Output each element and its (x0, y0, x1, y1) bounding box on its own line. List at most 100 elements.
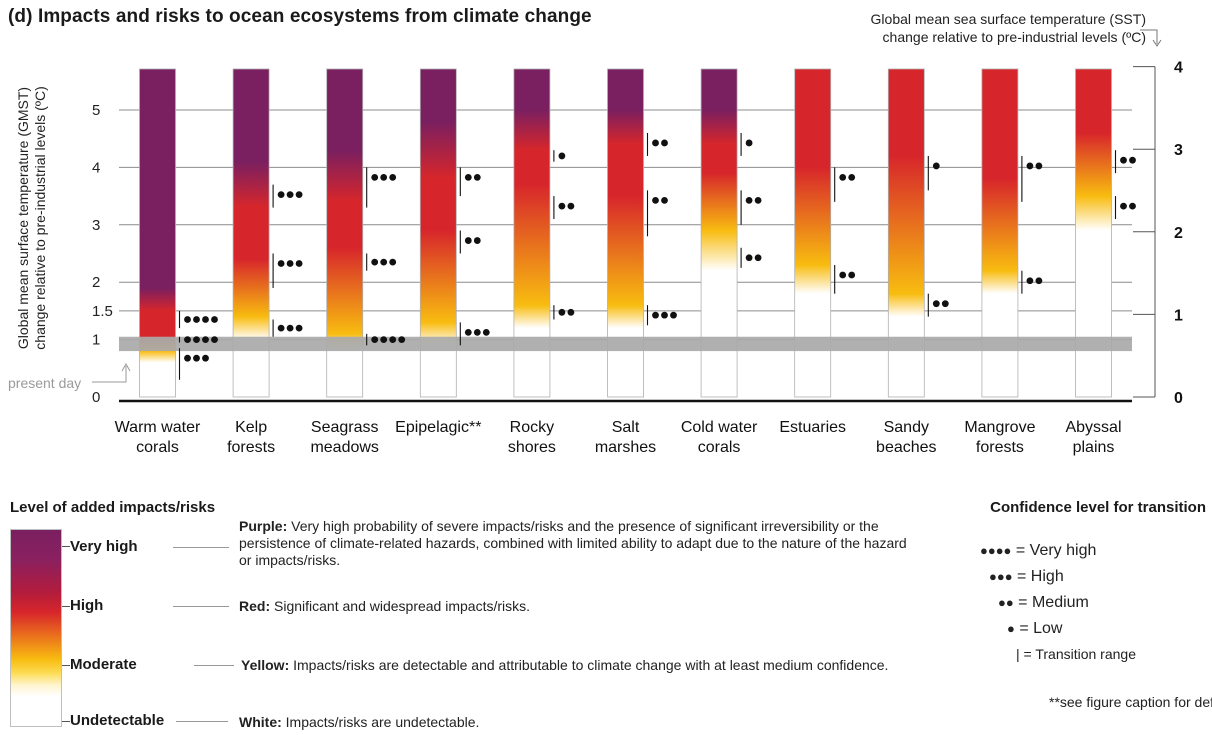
chart-title: (d) Impacts and risks to ocean ecosystem… (8, 6, 592, 27)
confidence-dot (473, 174, 481, 181)
confidence-dot (295, 191, 303, 199)
confidence-dot (184, 316, 191, 323)
legend-desc-text-very-high: Very high probability of severe impacts/… (239, 518, 907, 568)
legend-connector-undetectable (176, 721, 228, 722)
confidence-dots-high: ●●● (989, 569, 1013, 584)
confidence-dots-medium: ●● (998, 595, 1014, 610)
right-axis-title-line2: change relative to pre-industrial levels… (882, 29, 1146, 45)
present-day-label: present day (8, 375, 81, 391)
category-label: Epipelagic** (395, 419, 481, 436)
right-tick-label: 0 (1174, 390, 1183, 407)
category-label: Salt marshes (595, 419, 656, 456)
confidence-transition-range: | = Transition range (1016, 646, 1136, 662)
category-label: Abyssal plains (1065, 419, 1121, 456)
confidence-dot (1026, 162, 1034, 170)
confidence-dot (848, 174, 856, 181)
confidence-medium: ●● = Medium (998, 594, 1089, 612)
legend-desc-text-undetectable: Impacts/risks are undetectable. (281, 714, 480, 730)
confidence-dot (371, 336, 379, 343)
confidence-dot (473, 237, 481, 244)
legend-level-very-high: Very high (70, 538, 138, 555)
confidence-dot (745, 139, 753, 147)
confidence-dot (277, 260, 285, 267)
confidence-dot (1129, 156, 1136, 164)
category-label-line1: Sandy (884, 419, 929, 436)
confidence-dot (286, 324, 294, 332)
confidence-dot (184, 354, 191, 362)
confidence-dot (295, 324, 303, 332)
confidence-label-very-high: = Very high (1015, 542, 1097, 559)
confidence-dot (558, 152, 566, 160)
left-axis-title-line2: change relative to pre-industrial levels… (32, 86, 48, 349)
legend-level-high: High (70, 597, 104, 614)
confidence-dot (848, 271, 856, 279)
confidence-dot (558, 308, 566, 316)
ember-chart: 0 1 1.5 2 3 4 5 0 1 2 3 4 Global mean surface temper… (8, 29, 1183, 456)
footnote: **see figure caption for definition (1049, 694, 1212, 710)
confidence-label-high: = High (1017, 568, 1064, 585)
legend-tick-high (62, 606, 70, 607)
confidence-dot (482, 328, 490, 336)
right-axis-arrowhead-icon (1152, 39, 1162, 47)
category-label-line1: Seagrass (311, 419, 379, 436)
confidence-dot (202, 316, 209, 323)
category-label-line1: Cold water (681, 419, 758, 436)
confidence-dot (941, 300, 949, 308)
confidence-dot (567, 308, 575, 316)
confidence-dot (211, 316, 218, 323)
category-label-line2: beaches (876, 439, 937, 456)
label-layer: Warm water corals Kelp forests Seagrass meado… (115, 419, 1122, 456)
category-label-line1: Abyssal (1065, 419, 1121, 436)
left-tick-label: 0 (92, 389, 100, 406)
right-axis-title-line1: Global mean sea surface temperature (SST… (870, 11, 1146, 27)
confidence-dot (389, 174, 397, 181)
category-label-line2: forests (227, 439, 275, 456)
confidence-dots-very-high: ●●●● (980, 543, 1012, 558)
confidence-dot (932, 162, 940, 170)
confidence-dot (193, 336, 200, 343)
legend-desc-label-red: Red: (239, 598, 271, 614)
confidence-dot (202, 354, 209, 362)
confidence-dot (670, 311, 677, 319)
confidence-dot (1120, 202, 1127, 210)
transition-layer (178, 132, 1136, 380)
confidence-dot (567, 202, 575, 210)
confidence-dot (652, 139, 659, 147)
confidence-dot (1129, 202, 1136, 210)
confidence-dot (754, 254, 762, 262)
confidence-dot (661, 196, 668, 204)
confidence-dot (1026, 277, 1034, 285)
confidence-dot (380, 174, 388, 181)
confidence-dot (754, 196, 762, 204)
legend-desc-label-yellow: Yellow: (241, 657, 290, 673)
right-axis-arrow-icon (1140, 29, 1158, 44)
confidence-dot (286, 191, 294, 199)
confidence-dot (1120, 156, 1127, 164)
legend-desc-very-high: Purple: Very high probability of severe … (239, 518, 919, 569)
category-label: Estuaries (779, 419, 846, 436)
transition-range-bar-icon: | (1016, 646, 1020, 662)
category-label-line2: meadows (310, 439, 378, 456)
confidence-dot (389, 336, 397, 343)
confidence-dot (745, 196, 753, 204)
category-label-line1: Warm water (115, 419, 201, 436)
legend-title: Level of added impacts/risks (10, 499, 216, 516)
left-tick-label: 1 (92, 332, 100, 349)
category-label: Sandy beaches (876, 419, 937, 456)
legend-tick-moderate (62, 665, 70, 666)
confidence-dot (464, 328, 472, 336)
confidence-dot (277, 191, 285, 199)
left-axis-title-line1: Global mean surface temperature (GMST) (15, 87, 31, 349)
confidence-dot (371, 174, 379, 181)
category-label-line1: Kelp (235, 419, 267, 436)
left-tick-label: 5 (92, 102, 100, 119)
category-label-line2: shores (508, 439, 556, 456)
category-label: Cold water corals (681, 419, 758, 456)
confidence-dot (932, 300, 940, 308)
confidence-label-medium: = Medium (1018, 594, 1089, 611)
legend-tick-very-high (62, 546, 70, 547)
left-tick-label: 4 (92, 159, 100, 176)
confidence-high: ●●● = High (989, 568, 1064, 586)
legend-desc-moderate: Yellow: Impacts/risks are detectable and… (241, 657, 921, 674)
confidence-dot (193, 354, 200, 362)
